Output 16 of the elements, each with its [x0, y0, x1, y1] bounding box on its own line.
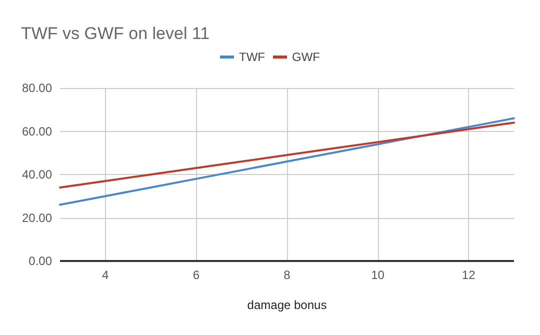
line-series — [59, 117, 515, 206]
y-tick-label: 0.00 — [28, 254, 52, 268]
x-tick-label: 6 — [192, 268, 200, 282]
y-tick-label: 40.00 — [22, 168, 52, 182]
x-tick-label: 12 — [462, 268, 476, 282]
y-tick-label: 80.00 — [22, 81, 52, 95]
x-tick-label: 8 — [284, 268, 291, 282]
line-series — [59, 122, 515, 188]
legend-label: GWF — [292, 50, 320, 64]
y-tick-label: 20.00 — [22, 210, 52, 225]
legend-label: TWF — [239, 50, 266, 64]
x-tick-label: 4 — [102, 268, 110, 282]
chart-title: TWF vs GWF on level 11 — [21, 24, 210, 43]
y-tick-label: 60.00 — [22, 124, 52, 138]
x-axis-title: damage bonus — [247, 298, 327, 312]
x-tick-label: 10 — [371, 268, 385, 282]
